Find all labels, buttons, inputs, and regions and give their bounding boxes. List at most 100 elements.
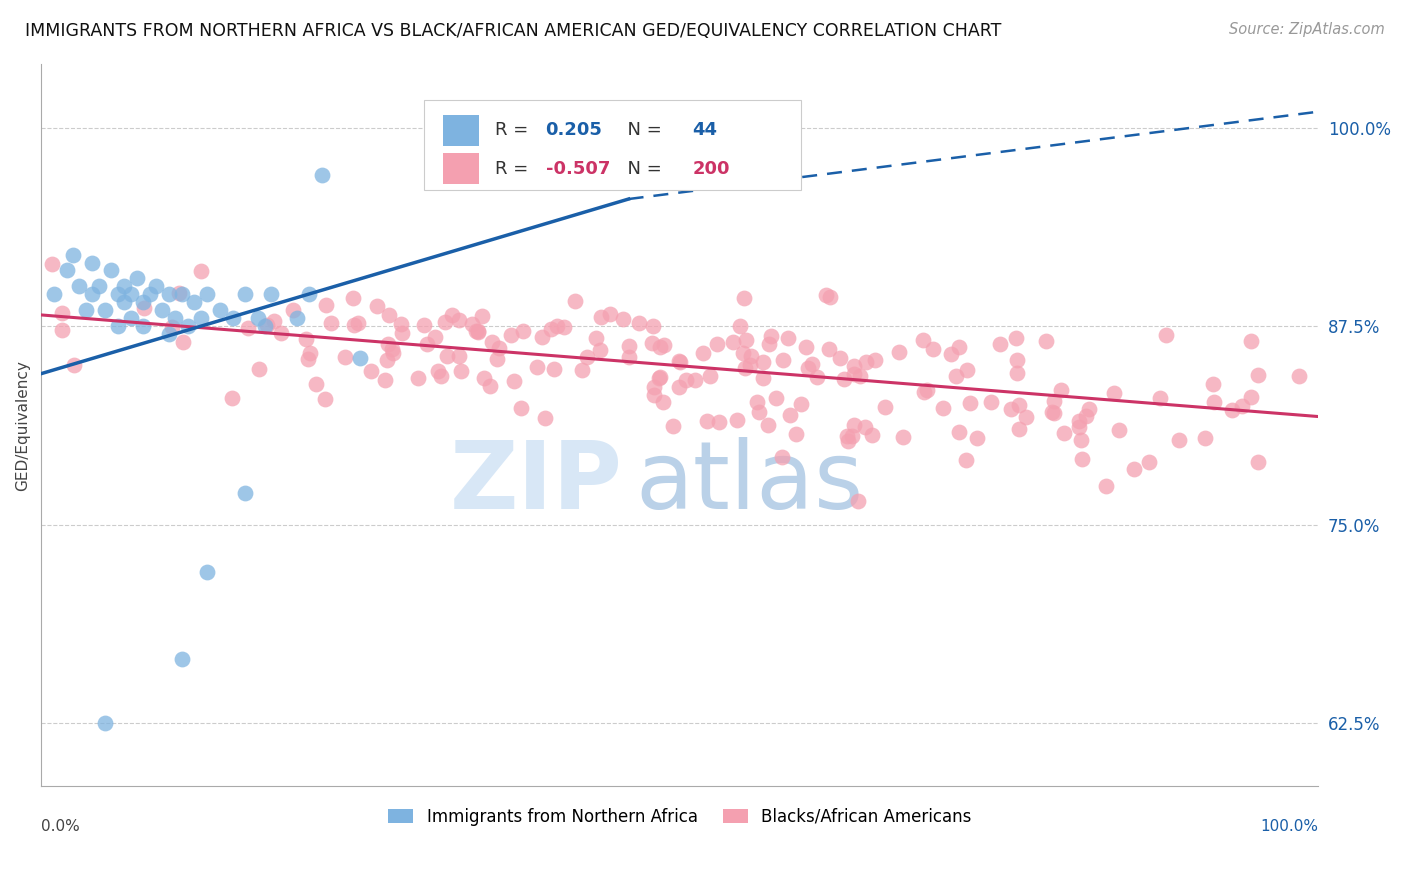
Point [1015,410,1038,425]
Point [546,318,568,333]
Text: 100.0%: 100.0% [1260,819,1319,834]
Point [887,345,910,359]
Point [627,316,650,330]
Point [707,415,730,429]
Point [1194,431,1216,445]
Point [107,319,129,334]
Point [844,359,866,374]
Point [842,417,865,432]
Point [295,332,318,346]
Point [1035,334,1057,349]
Point [748,404,770,418]
Point [434,315,457,329]
Text: -0.507: -0.507 [546,160,610,178]
Point [152,303,174,318]
Point [1008,399,1031,413]
Point [553,319,575,334]
Point [818,290,841,304]
Point [696,414,718,428]
Point [132,295,155,310]
Point [641,336,664,351]
Point [648,371,671,385]
Point [208,303,231,318]
Point [381,342,404,356]
Point [145,279,167,293]
Point [512,324,534,338]
Point [247,311,270,326]
Point [692,346,714,360]
Point [1137,455,1160,469]
Point [835,429,858,443]
Point [1053,425,1076,440]
Point [87,279,110,293]
Point [585,331,607,345]
Text: IMMIGRANTS FROM NORTHERN AFRICA VS BLACK/AFRICAN AMERICAN GED/EQUIVALENCY CORREL: IMMIGRANTS FROM NORTHERN AFRICA VS BLACK… [25,22,1001,40]
Point [772,352,794,367]
Point [966,432,988,446]
Point [311,168,333,182]
Point [283,302,305,317]
Point [817,342,839,356]
Point [447,349,470,363]
Point [915,383,938,397]
Point [62,358,84,372]
Point [652,338,675,352]
Point [260,287,283,301]
Point [249,362,271,376]
Point [589,310,612,325]
Point [413,318,436,332]
Point [406,371,429,385]
Point [391,326,413,340]
Point [349,351,371,365]
Point [959,396,981,410]
Point [377,337,399,351]
Point [1042,406,1064,420]
Point [333,351,356,365]
Point [668,379,690,393]
Point [1288,368,1310,383]
Point [172,334,194,349]
Point [765,391,787,405]
Point [82,287,104,301]
Point [922,342,945,356]
Text: atlas: atlas [636,437,863,529]
Point [263,313,285,327]
Point [94,303,117,318]
Point [564,293,586,308]
Point [1167,434,1189,448]
Point [652,395,675,409]
Point [893,430,915,444]
Point [55,263,77,277]
Point [1005,331,1028,345]
Point [285,311,308,326]
Point [51,323,73,337]
Point [377,353,399,368]
Point [94,716,117,731]
Point [860,428,883,442]
Point [467,324,489,338]
Point [988,337,1011,351]
Point [796,361,818,376]
Point [725,413,748,427]
Point [503,374,526,388]
Point [806,370,828,384]
Point [540,322,562,336]
Point [738,358,761,372]
Point [75,303,97,318]
Point [315,298,337,312]
Point [391,318,413,332]
Point [1149,391,1171,405]
Point [699,369,721,384]
Point [467,326,489,340]
Point [756,417,779,432]
Point [465,324,488,338]
Point [648,340,671,354]
Point [543,361,565,376]
Point [828,351,851,365]
Point [347,316,370,330]
Point [752,371,775,385]
Point [779,409,801,423]
Point [1123,462,1146,476]
Point [195,287,218,301]
Point [576,350,599,364]
